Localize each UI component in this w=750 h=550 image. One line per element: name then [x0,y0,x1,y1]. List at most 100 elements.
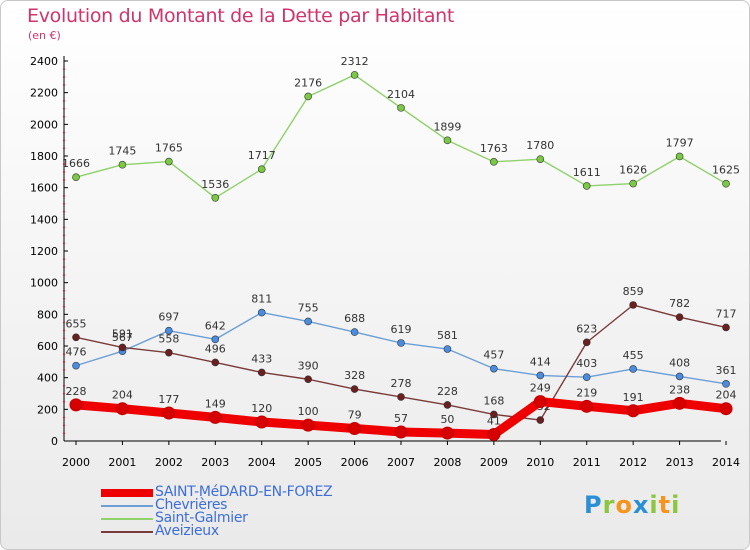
data-label: 204 [112,389,133,402]
y-tick-label: 1600 [30,182,58,195]
y-tick-label: 1800 [30,150,58,163]
y-minor-tick [63,400,65,403]
y-minor-tick [63,100,65,102]
logo-letter: P [584,491,603,519]
data-point [397,339,405,347]
data-point [580,399,594,413]
logo-letter: i [671,491,681,519]
data-label: 1717 [248,149,276,162]
data-point [536,371,545,380]
data-point [536,155,545,163]
data-point [582,338,591,347]
data-point [675,372,684,381]
data-label: 390 [298,359,319,372]
x-tick-label: 2013 [666,456,694,469]
x-tick-label: 2001 [108,456,136,469]
data-point [211,358,220,367]
data-label: 1765 [155,142,183,155]
data-point [582,373,591,381]
data-label: 697 [158,311,179,324]
y-minor-tick [63,385,65,387]
data-label: 219 [576,386,597,399]
logo-letter: x [632,491,650,519]
y-minor-tick [63,416,65,419]
x-tick-label: 2012 [619,456,647,469]
data-label: 403 [576,357,597,370]
y-tick-label: 600 [37,340,58,353]
y-minor-tick [63,147,65,150]
data-label: 1745 [108,145,136,158]
y-minor-tick [63,108,65,110]
legend-swatch [101,505,153,507]
data-label: 476 [66,346,87,359]
x-tick-label: 2010 [526,456,554,469]
y-minor-tick [63,298,65,300]
data-label: 567 [112,331,133,344]
y-minor-tick [63,195,65,197]
y-minor-tick [63,369,65,371]
chart-title: Evolution du Montant de la Dette par Hab… [27,5,455,27]
data-point [257,368,266,377]
chart-subtitle: (en €) [28,29,61,42]
x-tick-label: 2003 [201,456,229,469]
data-point [673,396,687,410]
y-minor-tick [63,203,65,205]
x-tick-label: 2006 [341,456,369,469]
data-label: 558 [158,333,179,346]
y-tick-label: 1000 [30,277,58,290]
logo-letter: t [658,491,672,519]
data-point [722,179,730,188]
x-tick-label: 2007 [387,456,415,469]
data-label: 408 [669,356,690,369]
data-point [490,158,498,166]
data-label: 623 [576,322,597,335]
y-tick-label: 1200 [30,245,58,258]
data-label: 228 [66,385,87,398]
y-minor-tick [63,266,65,268]
x-tick-label: 2004 [248,456,276,469]
data-label: 149 [205,397,226,410]
data-point [675,152,684,161]
proxiti-logo: Proxiti [584,491,680,519]
data-point [629,301,637,309]
data-point [629,365,637,373]
data-label: 50 [440,413,454,426]
y-minor-tick [63,305,65,308]
y-tick-label: 2000 [30,118,58,131]
data-label: 1780 [526,139,554,152]
y-minor-tick [63,115,65,118]
data-label: 1536 [201,178,229,191]
data-point [533,395,547,409]
data-point [304,375,312,384]
data-label: 1625 [712,164,740,177]
x-tick-label: 2011 [573,456,601,469]
data-point [208,410,222,424]
data-label: 1797 [666,136,694,149]
data-label: 811 [251,293,272,306]
x-tick-label: 2002 [155,456,183,469]
data-label: 496 [205,342,226,355]
legend-swatch [101,489,153,497]
y-minor-tick [63,258,65,260]
data-point [118,343,127,352]
data-point [348,421,362,435]
data-point [443,345,452,353]
data-label: 57 [394,412,408,425]
y-tick-label: 400 [37,372,58,385]
data-label: 581 [437,329,458,342]
data-point [536,416,545,424]
y-minor-tick [63,139,65,142]
y-minor-tick [63,290,65,292]
data-label: 433 [251,352,272,365]
y-minor-tick [63,179,65,181]
data-label: 328 [344,369,365,382]
data-point [350,328,359,336]
data-label: 1611 [573,166,601,179]
data-label: 177 [158,393,179,406]
x-tick-label: 2014 [712,456,740,469]
y-minor-tick [63,242,65,245]
data-label: 100 [298,405,319,418]
y-minor-tick [63,329,65,332]
y-minor-tick [63,84,65,86]
data-point [350,71,359,79]
